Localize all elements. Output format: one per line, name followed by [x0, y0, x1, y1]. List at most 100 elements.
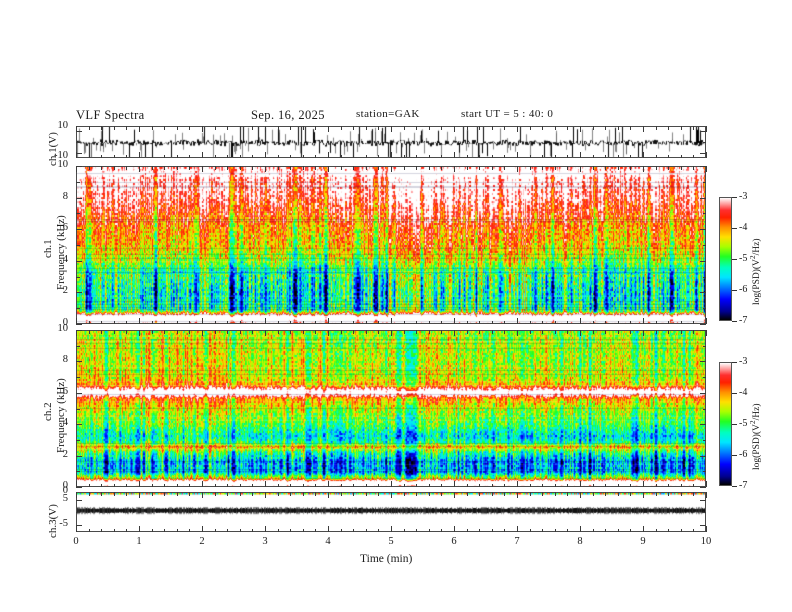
x-minor-tick	[680, 492, 682, 496]
x-minor-tick	[605, 330, 607, 334]
x-minor-tick	[567, 483, 569, 487]
x-major-tick	[265, 166, 266, 172]
x-minor-tick	[164, 154, 166, 158]
x-minor-tick	[403, 166, 405, 170]
x-minor-tick	[290, 528, 292, 532]
x-minor-tick	[554, 330, 556, 334]
x-major-tick	[454, 166, 455, 172]
y-major-tick	[76, 292, 82, 294]
y-minor-tick	[76, 345, 80, 347]
x-minor-tick	[680, 330, 682, 334]
x-major-tick	[454, 126, 455, 132]
ch2-spec-ytick-label: 6	[62, 385, 68, 397]
x-minor-tick	[668, 330, 670, 334]
x-minor-tick	[378, 492, 380, 496]
x-minor-tick	[378, 320, 380, 324]
x-major-tick	[76, 166, 77, 172]
x-minor-tick	[466, 483, 468, 487]
x-minor-tick	[403, 528, 405, 532]
x-minor-tick	[441, 483, 443, 487]
x-major-tick	[391, 526, 392, 532]
y-minor-tick	[76, 377, 80, 379]
x-minor-tick	[113, 166, 115, 170]
ch2-spec-ytick-label: 4	[62, 417, 68, 429]
x-minor-tick	[441, 126, 443, 130]
x-minor-tick	[403, 154, 405, 158]
x-minor-tick	[315, 528, 317, 532]
x-minor-tick	[403, 483, 405, 487]
x-minor-tick	[315, 166, 317, 170]
colorbar-ch1-tick-label: -6	[739, 284, 748, 295]
ch1-spec-ytick-label: 10	[57, 159, 69, 170]
x-minor-tick	[353, 492, 355, 496]
x-minor-tick	[227, 166, 229, 170]
x-minor-tick	[479, 320, 481, 324]
x-minor-tick	[353, 330, 355, 334]
x-major-tick	[76, 318, 77, 324]
x-minor-tick	[529, 528, 531, 532]
x-minor-tick	[189, 492, 191, 496]
x-minor-tick	[630, 154, 632, 158]
x-major-tick	[265, 318, 266, 324]
ch3-wave-ytick	[700, 524, 706, 526]
x-minor-tick	[101, 320, 103, 324]
x-minor-tick	[176, 330, 178, 334]
x-major-tick	[643, 166, 644, 172]
x-minor-tick	[151, 154, 153, 158]
colorbar-ch1-tick	[732, 290, 737, 291]
x-minor-tick	[416, 320, 418, 324]
y-minor-tick	[76, 181, 80, 183]
x-minor-tick	[416, 483, 418, 487]
x-major-tick	[328, 526, 329, 532]
x-minor-tick	[214, 154, 216, 158]
y-major-tick	[700, 197, 706, 199]
x-major-tick	[706, 481, 707, 487]
y-major-tick	[700, 361, 706, 363]
ch3-wave-ytick	[702, 512, 706, 513]
x-minor-tick	[617, 528, 619, 532]
x-minor-tick	[315, 154, 317, 158]
x-major-tick	[328, 126, 329, 132]
x-minor-tick	[365, 320, 367, 324]
x-major-tick	[391, 152, 392, 158]
y-major-tick	[700, 424, 706, 426]
x-major-tick	[328, 152, 329, 158]
ch3-waveform-trace	[77, 493, 705, 531]
x-minor-tick	[441, 154, 443, 158]
x-major-tick	[580, 330, 581, 336]
colorbar-ch2-tick-label: -4	[739, 387, 748, 398]
x-minor-tick	[630, 320, 632, 324]
y-minor-tick	[702, 245, 706, 246]
x-major-tick	[517, 152, 518, 158]
x-minor-tick	[340, 126, 342, 130]
x-major-tick	[391, 492, 392, 498]
x-minor-tick	[617, 492, 619, 496]
x-minor-tick	[428, 154, 430, 158]
x-minor-tick	[693, 528, 695, 532]
x-major-tick	[328, 481, 329, 487]
x-minor-tick	[554, 483, 556, 487]
x-major-tick	[76, 330, 77, 336]
x-minor-tick	[466, 492, 468, 496]
x-minor-tick	[655, 492, 657, 496]
x-minor-tick	[567, 320, 569, 324]
x-minor-tick	[428, 492, 430, 496]
x-minor-tick	[239, 528, 241, 532]
x-major-tick	[517, 330, 518, 336]
x-minor-tick	[441, 320, 443, 324]
x-major-tick	[643, 481, 644, 487]
y-major-tick	[76, 455, 82, 457]
x-minor-tick	[113, 320, 115, 324]
x-minor-tick	[605, 528, 607, 532]
x-major-tick	[265, 481, 266, 487]
x-minor-tick	[277, 492, 279, 496]
x-minor-tick	[239, 166, 241, 170]
y-major-tick	[76, 229, 82, 231]
x-minor-tick	[529, 330, 531, 334]
x-minor-tick	[176, 528, 178, 532]
x-minor-tick	[353, 528, 355, 532]
x-minor-tick	[693, 154, 695, 158]
x-minor-tick	[189, 528, 191, 532]
x-tick-label: 9	[640, 536, 646, 547]
